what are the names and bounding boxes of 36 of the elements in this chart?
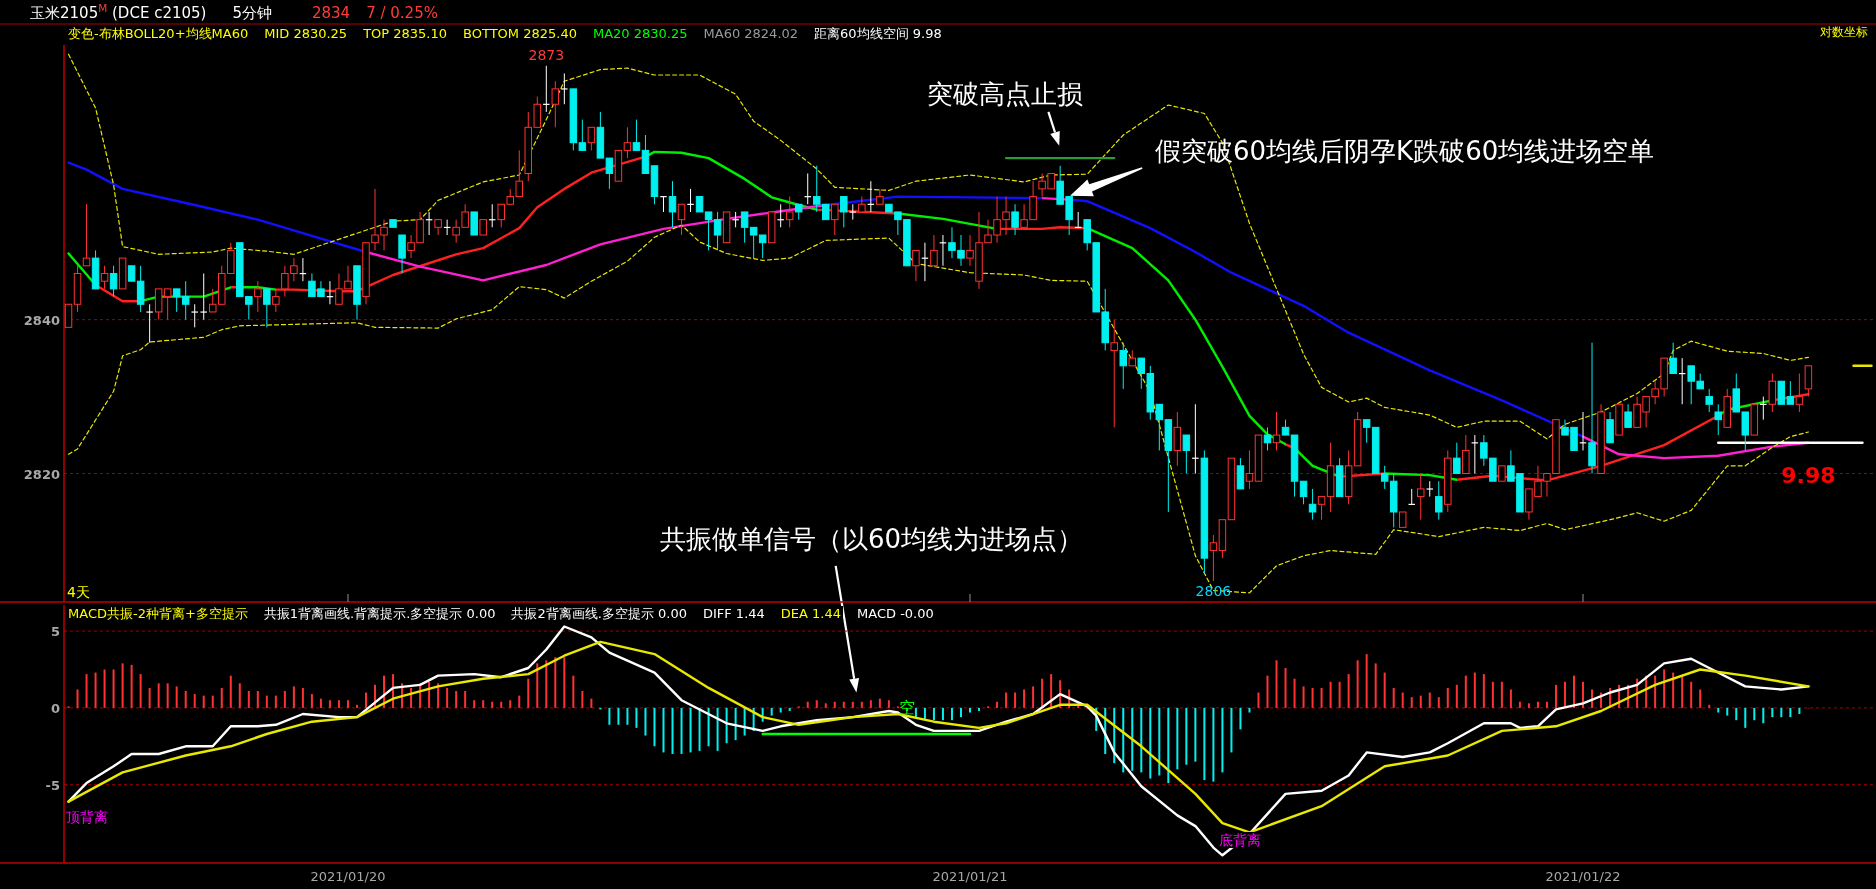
text: 对数坐标 bbox=[1820, 25, 1868, 39]
annotation: 突破高点止损 bbox=[927, 79, 1083, 109]
text: 7 / 0.25% bbox=[366, 4, 438, 22]
text: 变色-布林BOLL20+均线MA60 bbox=[68, 26, 249, 41]
annotation: 空 bbox=[898, 697, 915, 717]
y-tick-label: 5 bbox=[50, 624, 60, 640]
chart-title: 玉米2105$^{M}$ (DCE c2105) bbox=[30, 2, 207, 22]
annotation: 共振2背离画线.多空提示 0.00 bbox=[511, 606, 687, 621]
annotation: 共振做单信号（以60均线为进场点） bbox=[660, 524, 1084, 554]
annotation: 底背离 bbox=[1219, 831, 1262, 848]
y-tick-label: 0 bbox=[50, 700, 60, 716]
annotation: 9.98 bbox=[1781, 462, 1836, 488]
x-tick-label: 2021/01/20 bbox=[310, 869, 386, 884]
annotation: DIFF 1.44 bbox=[702, 606, 765, 621]
annotation: 顶背离 bbox=[66, 809, 108, 825]
annotation: 共振1背离画线.背离提示.多空提示 0.00 bbox=[263, 606, 496, 621]
chart-subtitle: 5分钟 bbox=[232, 4, 272, 22]
x-tick-label: 2021/01/22 bbox=[1545, 869, 1621, 884]
annotation: 假突破60均线后阴孕K跌破60均线进场空单 bbox=[1155, 136, 1655, 166]
annotation: 4天 bbox=[67, 584, 90, 600]
text: 2834 bbox=[311, 4, 351, 22]
annotation: 2873 bbox=[528, 46, 565, 63]
annotation: DEA 1.44 bbox=[780, 606, 842, 621]
text: MA60 2824.02 bbox=[703, 26, 799, 41]
text: TOP 2835.10 bbox=[362, 26, 448, 41]
annotation: MACD共振-2种背离+多空提示 bbox=[68, 606, 248, 621]
text: 距离60均线空间 9.98 bbox=[814, 26, 942, 41]
annotation: 2806 bbox=[1195, 583, 1232, 600]
y-tick-label: 2840 bbox=[23, 312, 60, 328]
y-tick-label: -5 bbox=[45, 777, 60, 793]
y-tick-label: 2820 bbox=[23, 466, 60, 482]
text: MA20 2830.25 bbox=[592, 26, 688, 41]
text: BOTTOM 2825.40 bbox=[463, 26, 577, 41]
x-tick-label: 2021/01/21 bbox=[932, 869, 1008, 884]
annotation: MACD -0.00 bbox=[857, 606, 934, 621]
text: MID 2830.25 bbox=[264, 26, 348, 41]
